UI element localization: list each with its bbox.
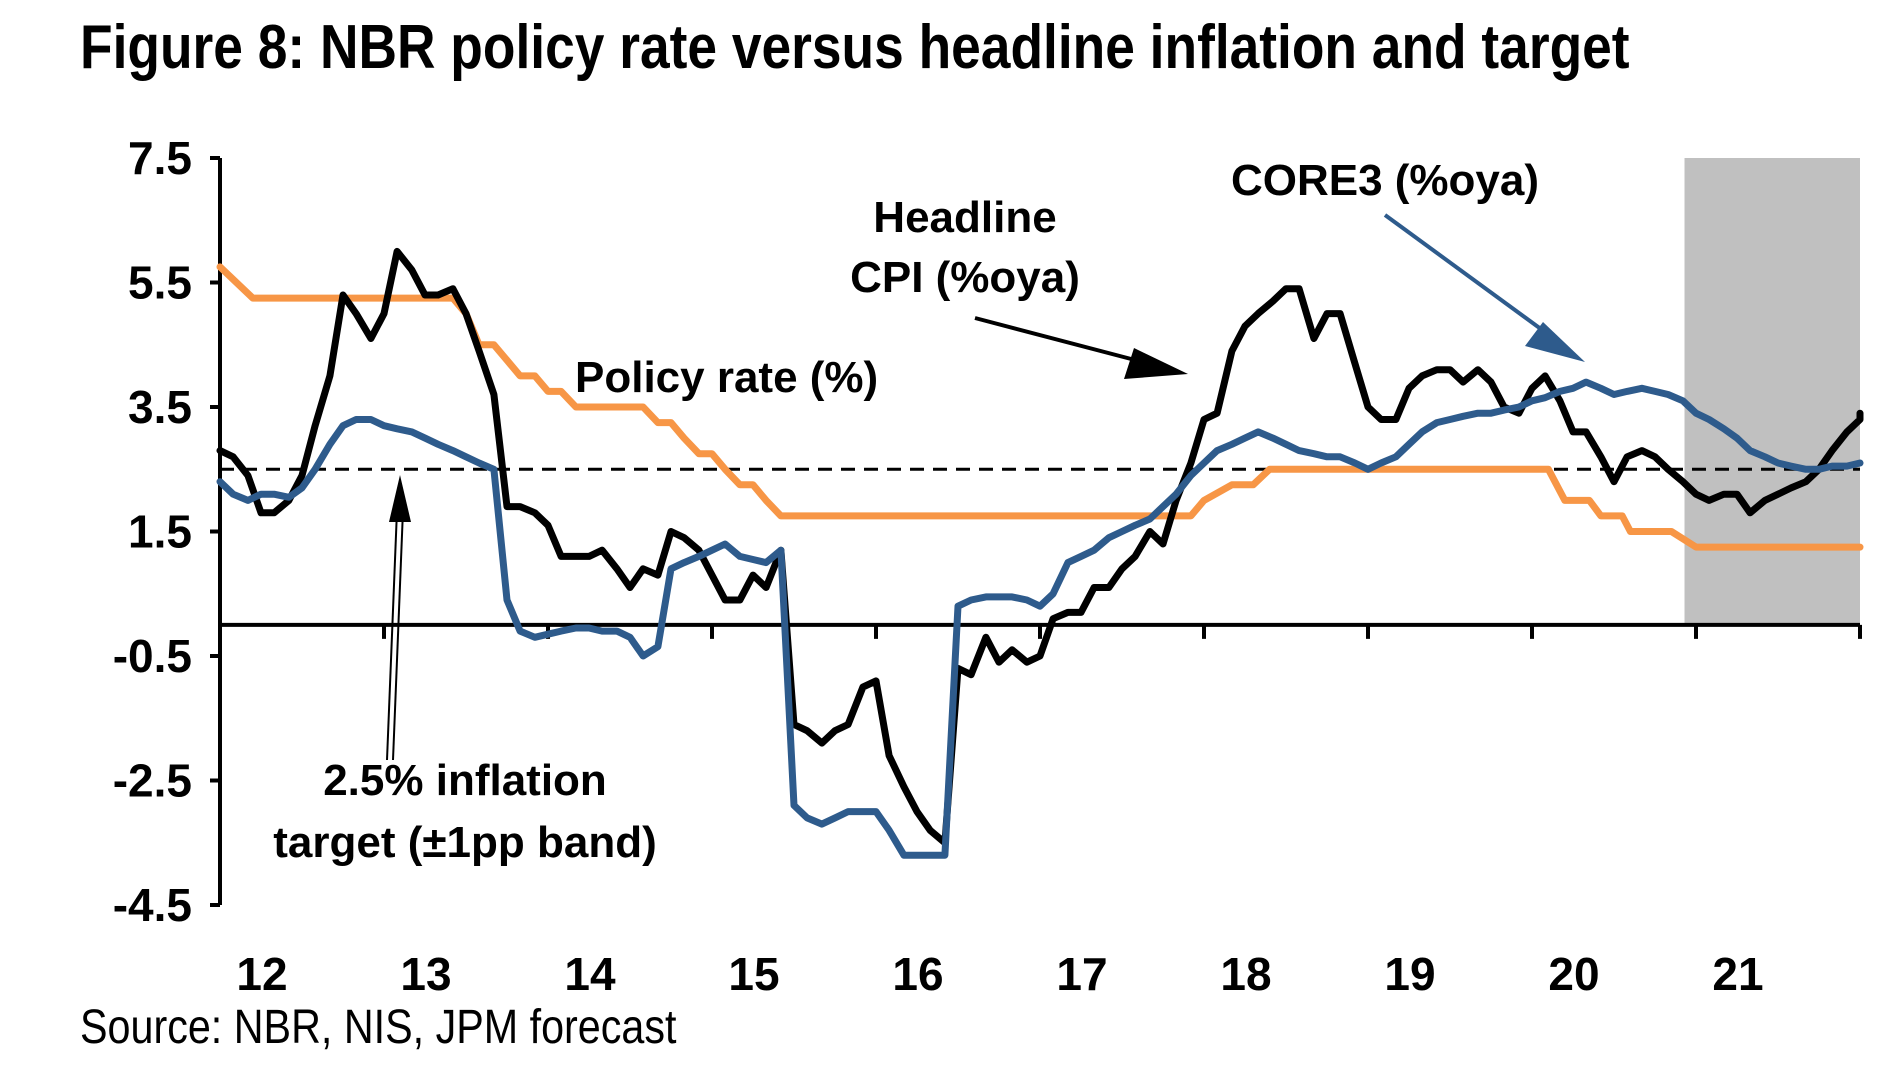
x-tick-label: 12 <box>236 948 287 1000</box>
x-tick-label: 20 <box>1548 948 1599 1000</box>
headline-cpi-arrowhead <box>1124 348 1188 379</box>
source-note: Source: NBR, NIS, JPM forecast <box>80 1001 677 1054</box>
core3-line <box>216 378 1864 859</box>
y-tick-label: -2.5 <box>113 755 192 807</box>
y-tick-label: -0.5 <box>113 630 192 682</box>
x-tick-label: 17 <box>1056 948 1107 1000</box>
core3-arrowhead <box>1525 322 1585 362</box>
x-tick-label: 15 <box>728 948 779 1000</box>
x-tick-label: 21 <box>1712 948 1763 1000</box>
headline-cpi-arrow <box>974 316 1136 362</box>
core3-arrow <box>1383 213 1547 334</box>
y-tick-label: 1.5 <box>128 506 192 558</box>
x-axis-ticks: 12 13 14 15 16 17 18 19 20 21 <box>236 624 1862 1000</box>
headline-cpi-label-line1: Headline <box>873 193 1056 242</box>
core3-label: CORE3 (%oya) <box>1231 156 1539 205</box>
target-arrowhead <box>389 475 411 522</box>
x-tick-label: 18 <box>1220 948 1271 1000</box>
target-label-line2: target (±1pp band) <box>273 818 656 867</box>
headline-cpi-label-line2: CPI (%oya) <box>850 253 1080 302</box>
target-label-line1: 2.5% inflation <box>323 756 607 805</box>
y-axis-ticks: 7.5 5.5 3.5 1.5 -0.5 -2.5 -4.5 <box>113 132 220 931</box>
policy-rate-label: Policy rate (%) <box>575 353 878 402</box>
y-tick-label: 7.5 <box>128 132 192 184</box>
y-tick-label: 5.5 <box>128 257 192 309</box>
forecast-shading <box>1684 158 1860 625</box>
x-tick-label: 16 <box>892 948 943 1000</box>
series-layer <box>216 247 1864 859</box>
target-arrow-left <box>386 509 398 761</box>
target-arrow-right <box>392 509 404 761</box>
x-tick-label: 14 <box>564 948 616 1000</box>
x-tick-label: 13 <box>400 948 451 1000</box>
chart-title: Figure 8: NBR policy rate versus headlin… <box>80 13 1630 82</box>
headline-cpi-line <box>216 247 1864 847</box>
x-tick-label: 19 <box>1384 948 1435 1000</box>
y-tick-label: 3.5 <box>128 381 192 433</box>
y-tick-label: -4.5 <box>113 879 192 931</box>
